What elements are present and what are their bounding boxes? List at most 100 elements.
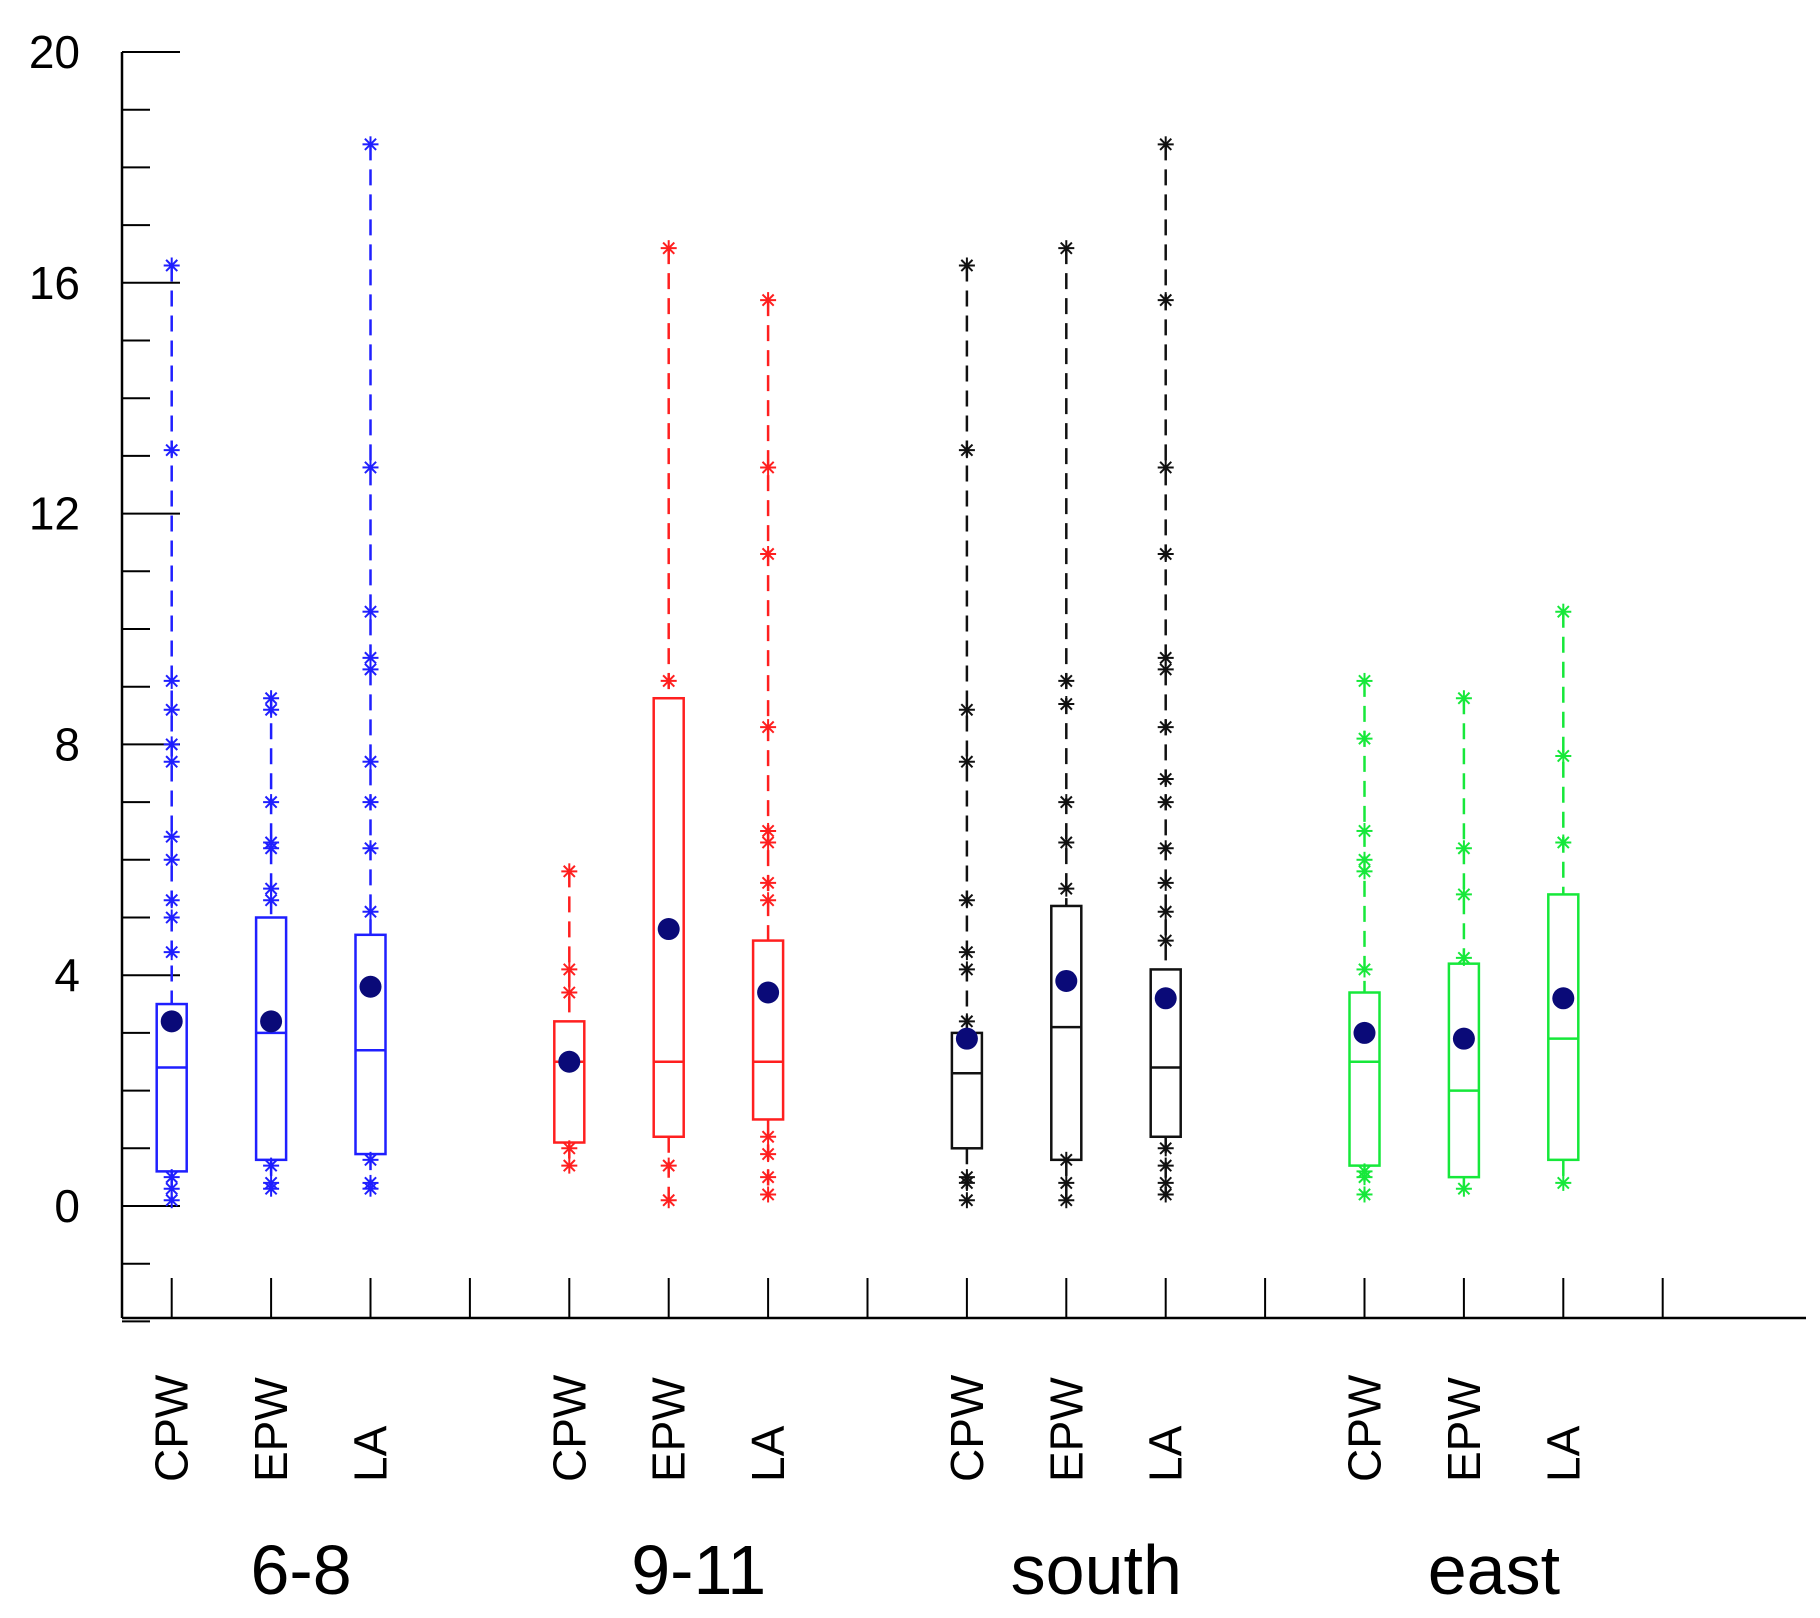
x-category-label: CPW (941, 1374, 993, 1482)
outlier-point (1356, 1186, 1373, 1203)
x-category-label: LA (1537, 1425, 1589, 1482)
y-tick-label: 0 (54, 1180, 80, 1232)
group-south (950, 136, 1182, 1209)
outlier-point (561, 984, 578, 1001)
mean-point (757, 981, 780, 1004)
outlier-point (561, 961, 578, 978)
outlier-point (958, 944, 975, 961)
outlier-point (163, 736, 180, 753)
outlier-point (163, 828, 180, 845)
outlier-point (1058, 794, 1075, 811)
outlier-point (1455, 840, 1472, 857)
outlier-point (760, 822, 777, 839)
outlier-point (163, 944, 180, 961)
mean-point (260, 1010, 283, 1033)
outlier-point (362, 753, 379, 770)
outlier-point (958, 1192, 975, 1209)
mean-point (1353, 1021, 1376, 1044)
outlier-point (1058, 1192, 1075, 1209)
outlier-point (263, 794, 280, 811)
outlier-point (1157, 136, 1174, 153)
group-east (1348, 603, 1580, 1203)
iqr-box (1547, 893, 1580, 1162)
outlier-point (1058, 240, 1075, 257)
box-6-8-LA (354, 136, 387, 1197)
iqr-box (950, 1031, 984, 1150)
outlier-point (1356, 822, 1373, 839)
box-9-11-EPW (652, 240, 685, 1209)
outlier-point (362, 603, 379, 620)
outlier-point (1455, 949, 1472, 966)
iqr-box (1447, 962, 1481, 1179)
mean-point (359, 975, 382, 998)
outlier-point (1356, 961, 1373, 978)
box-south-CPW (950, 257, 984, 1209)
mean-point (160, 1010, 183, 1033)
outlier-point (1157, 719, 1174, 736)
box-south-LA (1149, 136, 1182, 1203)
box-east-CPW (1348, 672, 1381, 1203)
box-6-8-EPW (254, 690, 288, 1197)
outlier-point (760, 1128, 777, 1145)
outlier-point (263, 834, 280, 851)
outlier-point (1356, 730, 1373, 747)
outlier-point (660, 240, 677, 257)
outlier-point (660, 1157, 677, 1174)
outlier-point (760, 1186, 777, 1203)
outlier-point (1058, 1151, 1075, 1168)
outlier-point (958, 1169, 975, 1186)
outlier-point (958, 753, 975, 770)
outlier-point (760, 292, 777, 309)
chart-axes: 0 4 8 12 16 20 (29, 26, 1806, 1323)
group-label: 6-8 (251, 1531, 352, 1609)
outlier-point (1157, 932, 1174, 949)
x-category-label: LA (1140, 1425, 1192, 1482)
outlier-point (958, 961, 975, 978)
outlier-point (1455, 690, 1472, 707)
outlier-point (163, 1169, 180, 1186)
x-category-label: CPW (1339, 1374, 1391, 1482)
group-label: south (1011, 1531, 1182, 1609)
outlier-point (1157, 771, 1174, 788)
iqr-box (1149, 968, 1182, 1139)
outlier-point (760, 1146, 777, 1163)
outlier-point (1555, 834, 1572, 851)
outlier-point (263, 1174, 280, 1191)
outlier-point (1058, 696, 1075, 713)
outlier-point (1356, 1163, 1373, 1180)
outlier-point (760, 874, 777, 891)
group-9-11 (553, 240, 785, 1209)
outlier-point (1555, 603, 1572, 620)
x-category-label: EPW (643, 1377, 695, 1482)
y-tick-label: 4 (54, 949, 80, 1001)
iqr-box (1348, 991, 1381, 1167)
plot-area (155, 136, 1580, 1209)
outlier-point (958, 892, 975, 909)
outlier-point (958, 442, 975, 459)
outlier-point (1157, 1140, 1174, 1157)
outlier-point (1356, 672, 1373, 689)
outlier-point (263, 1157, 280, 1174)
outlier-point (1356, 851, 1373, 868)
outlier-point (163, 442, 180, 459)
box-east-EPW (1447, 690, 1481, 1197)
outlier-point (958, 701, 975, 718)
outlier-point (1058, 880, 1075, 897)
group-6-8 (155, 136, 387, 1209)
iqr-box (1050, 904, 1083, 1162)
mean-point (955, 1027, 978, 1050)
outlier-point (362, 1174, 379, 1191)
outlier-point (760, 545, 777, 562)
outlier-point (163, 1192, 180, 1209)
outlier-point (1455, 886, 1472, 903)
outlier-point (1058, 1174, 1075, 1191)
outlier-point (362, 136, 379, 153)
x-category-label: LA (742, 1425, 794, 1482)
x-category-label: LA (345, 1425, 397, 1482)
outlier-point (760, 892, 777, 909)
mean-point (1055, 969, 1078, 992)
outlier-point (163, 851, 180, 868)
outlier-point (561, 863, 578, 880)
outlier-point (1157, 1174, 1174, 1191)
category-labels: CPW EPW LA 6-8 CPW EPW LA 9-11 CPW EPW LA south CPW E… (146, 1374, 1590, 1609)
